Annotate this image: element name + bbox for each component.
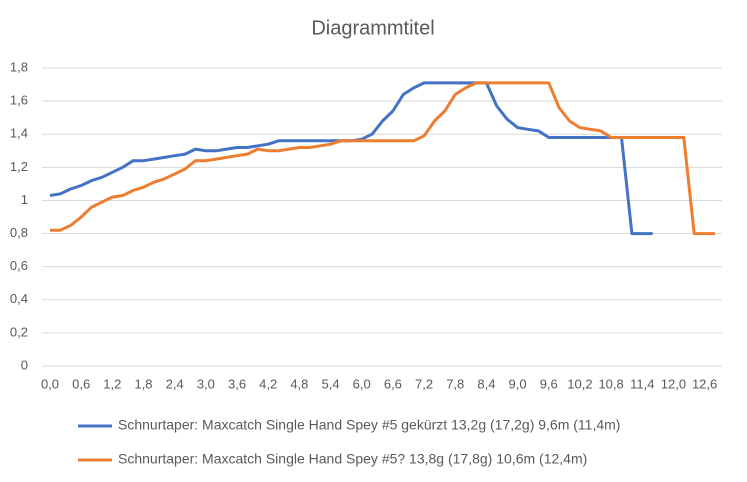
y-tick-label: 0 bbox=[21, 357, 28, 372]
x-tick-label: 6,0 bbox=[353, 376, 371, 391]
x-tick-label: 9,0 bbox=[509, 376, 527, 391]
x-tick-label: 10,8 bbox=[598, 376, 623, 391]
y-tick-label: 1,2 bbox=[10, 159, 28, 174]
x-tick-label: 4,2 bbox=[259, 376, 277, 391]
y-tick-label: 0,6 bbox=[10, 258, 28, 273]
x-tick-label: 12,6 bbox=[692, 376, 717, 391]
y-tick-label: 1 bbox=[21, 192, 28, 207]
x-tick-label: 11,4 bbox=[630, 376, 654, 391]
x-tick-label: 8,4 bbox=[477, 376, 495, 391]
x-tick-label: 4,8 bbox=[290, 376, 308, 391]
x-tick-label: 0,0 bbox=[41, 376, 59, 391]
y-tick-label: 0,2 bbox=[10, 324, 28, 339]
x-tick-label: 0,6 bbox=[72, 376, 90, 391]
y-tick-label: 0,4 bbox=[10, 291, 28, 306]
x-tick-label: 9,6 bbox=[540, 376, 558, 391]
legend-label: Schnurtaper: Maxcatch Single Hand Spey #… bbox=[118, 417, 620, 433]
y-tick-label: 1,6 bbox=[10, 93, 28, 108]
x-tick-label: 12,0 bbox=[661, 376, 686, 391]
legend-label: Schnurtaper: Maxcatch Single Hand Spey #… bbox=[118, 451, 587, 467]
y-tick-label: 0,8 bbox=[10, 225, 28, 240]
x-tick-label: 10,2 bbox=[567, 376, 592, 391]
x-tick-label: 1,8 bbox=[134, 376, 152, 391]
x-tick-label: 3,6 bbox=[228, 376, 246, 391]
x-tick-label: 5,4 bbox=[322, 376, 340, 391]
chart-title: Diagrammtitel bbox=[311, 17, 434, 39]
x-tick-label: 1,2 bbox=[103, 376, 121, 391]
x-tick-label: 3,0 bbox=[197, 376, 215, 391]
y-tick-label: 1,8 bbox=[10, 59, 28, 74]
x-tick-label: 2,4 bbox=[166, 376, 184, 391]
series-line bbox=[50, 81, 715, 236]
x-tick-label: 7,8 bbox=[446, 376, 464, 391]
x-tick-label: 7,2 bbox=[415, 376, 433, 391]
y-tick-label: 1,4 bbox=[10, 126, 28, 141]
x-tick-label: 6,6 bbox=[384, 376, 402, 391]
